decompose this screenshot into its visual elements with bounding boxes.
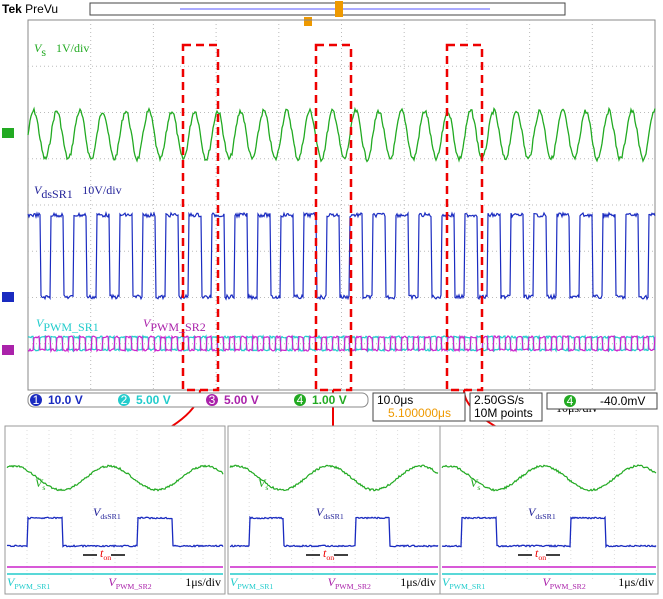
mode: PreVu bbox=[25, 2, 58, 16]
subscript: PWM_SR2 bbox=[335, 582, 371, 591]
panel-timebase: 1μs/div bbox=[185, 575, 221, 589]
channel-marker bbox=[2, 292, 14, 302]
channel-scale: 5.00 V bbox=[136, 393, 171, 407]
brand: Tek PreVu bbox=[2, 2, 58, 16]
horizontal: 10.0μs bbox=[377, 393, 413, 407]
record-length: 10M points bbox=[474, 406, 533, 420]
subscript: PWM_SR1 bbox=[14, 582, 50, 591]
trigger-marker bbox=[304, 17, 312, 26]
scale: 1V/div bbox=[56, 41, 89, 55]
subscript: PWM_SR2 bbox=[150, 320, 205, 334]
panel-timebase: 1μs/div bbox=[400, 575, 436, 589]
subscript: on bbox=[326, 553, 334, 562]
subscript: PWM_SR1 bbox=[237, 582, 273, 591]
channel-num: 1 bbox=[33, 393, 40, 407]
channel-num: 4 bbox=[297, 393, 304, 407]
channel-scale: 10.0 V bbox=[48, 393, 83, 407]
scale: 10V/div bbox=[82, 183, 121, 197]
channel-num: 2 bbox=[121, 393, 128, 407]
subscript: dsSR1 bbox=[323, 512, 343, 521]
brand-name: Tek bbox=[2, 2, 22, 16]
subscript: on bbox=[538, 553, 546, 562]
subscript: s bbox=[265, 483, 268, 492]
channel-marker bbox=[2, 128, 14, 138]
subscript: dsSR1 bbox=[100, 512, 120, 521]
trigger-pos: 5.100000μs bbox=[388, 406, 451, 420]
zoom-panel: VsVdsSR1tonVPWM_SR1VPWM_SR21μs/div bbox=[228, 426, 440, 594]
channel-scale: 1.00 V bbox=[312, 393, 347, 407]
subscript: dsSR1 bbox=[535, 512, 555, 521]
view-marker bbox=[335, 1, 343, 17]
channel-scale: 5.00 V bbox=[224, 393, 259, 407]
channel-num: 3 bbox=[209, 393, 216, 407]
subscript: s bbox=[42, 483, 45, 492]
sample-rate: 2.50GS/s bbox=[474, 393, 524, 407]
subscript: s bbox=[477, 483, 480, 492]
subscript: PWM_SR1 bbox=[449, 582, 485, 591]
subscript: PWM_SR1 bbox=[43, 320, 98, 334]
trig-level: -40.0mV bbox=[600, 394, 645, 408]
subscript: on bbox=[103, 553, 111, 562]
scope-figure: Tek PreVu Vs1V/div VdsSR110V/div VPWM_SR… bbox=[0, 0, 663, 599]
subscript: dsSR1 bbox=[41, 187, 72, 201]
subscript: PWM_SR2 bbox=[550, 582, 586, 591]
page: Tek PreVu Vs1V/div VdsSR110V/div VPWM_SR… bbox=[0, 0, 663, 599]
subscript: s bbox=[41, 45, 46, 59]
panel-timebase: 1μs/div bbox=[618, 575, 654, 589]
channel-marker bbox=[2, 345, 14, 355]
trig-ch: 4 bbox=[567, 394, 574, 408]
subscript: PWM_SR2 bbox=[116, 582, 152, 591]
